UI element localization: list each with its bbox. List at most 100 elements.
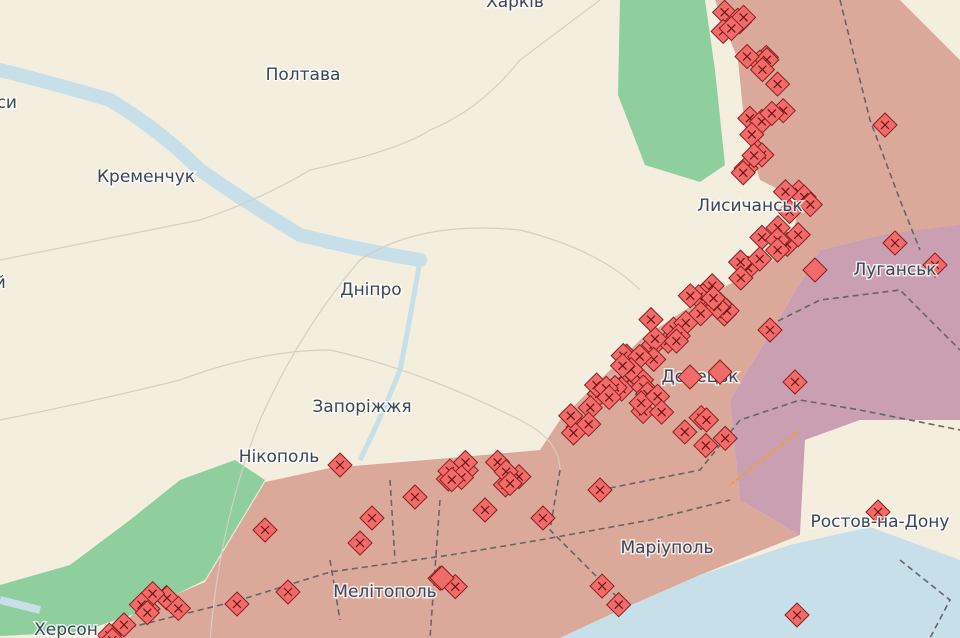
city-label: Полтава (266, 65, 341, 85)
city-label: Кременчук (97, 167, 195, 187)
event-marker (224, 591, 250, 617)
marker-cross (755, 254, 765, 264)
event-marker (327, 452, 353, 478)
marker-cross (119, 620, 129, 630)
green-area (618, 0, 725, 182)
event-marker (882, 230, 908, 256)
marker-cross (566, 411, 576, 421)
event-marker (693, 432, 719, 459)
russia (900, 0, 960, 60)
event-marker (605, 592, 632, 618)
marker-cross (148, 589, 158, 599)
marker-cross (757, 117, 767, 126)
marker-cross (653, 391, 663, 401)
marker-diamond (101, 627, 123, 638)
event-marker (575, 411, 602, 437)
marker-cross (685, 291, 695, 301)
marker-diamond (802, 257, 828, 283)
marker-cross (604, 393, 614, 402)
event-marker (728, 265, 754, 291)
marker-cross (173, 604, 183, 613)
event-marker (749, 56, 776, 83)
event-marker (472, 497, 498, 523)
marker-cross (614, 600, 624, 610)
marker-cross (636, 398, 646, 408)
river (0, 596, 41, 614)
marker-cross (461, 458, 470, 467)
sea (560, 527, 960, 638)
marker-cross (792, 610, 802, 620)
city-label: Луганськ (854, 260, 937, 280)
marker-cross (709, 293, 718, 303)
marker-cross (232, 599, 242, 609)
marker-cross (890, 238, 900, 248)
marker-cross (335, 460, 345, 470)
marker-cross (726, 24, 736, 33)
marker-cross (447, 475, 457, 485)
marker-cross (646, 315, 656, 325)
marker-cross (505, 479, 515, 488)
marker-cross (701, 441, 711, 450)
marker-cross (765, 325, 775, 335)
marker-cross (790, 377, 800, 387)
marker-cross (805, 200, 815, 210)
marker-diamond (429, 565, 455, 591)
green-area (0, 460, 265, 636)
event-marker (922, 252, 948, 278)
event-marker (712, 425, 738, 452)
event-marker (782, 369, 808, 395)
marker-cross (283, 587, 293, 597)
occupied-before-2022 (730, 225, 960, 535)
marker-diamond (677, 364, 703, 390)
city-label: Лисичанськ (697, 196, 802, 216)
marker-cross (671, 336, 681, 346)
marker-cross (702, 415, 711, 425)
city-label: Запоріжжя (312, 397, 411, 417)
marker-cross (355, 538, 365, 548)
road-highlight (729, 429, 801, 486)
event-marker (772, 179, 799, 205)
event-marker (757, 317, 783, 343)
markers (96, 0, 948, 638)
event-marker (638, 306, 664, 333)
event-marker (764, 71, 791, 97)
city-label: Мелітополь (333, 582, 436, 602)
city-label: Дніпро (340, 280, 401, 300)
marker-diamond (707, 359, 733, 385)
event-marker (587, 477, 613, 503)
marker-cross (757, 232, 767, 242)
event-marker (558, 403, 584, 429)
marker-cross (739, 12, 749, 22)
marker-cross (142, 608, 152, 618)
event-marker (402, 484, 428, 510)
event-marker (785, 222, 811, 248)
marker-cross (742, 52, 752, 61)
event-marker (730, 160, 756, 186)
event-marker (589, 573, 615, 599)
event-marker (275, 579, 301, 605)
event-marker (747, 246, 773, 272)
marker-cross (773, 79, 782, 89)
marker-cross (773, 245, 782, 255)
marker-cross (595, 485, 605, 495)
event-marker (111, 612, 137, 638)
city-label: Кропивницький (0, 273, 6, 293)
marker-cross (450, 582, 460, 592)
event-marker (872, 112, 898, 138)
event-marker (359, 505, 385, 531)
marker-cross (367, 513, 377, 523)
marker-cross (749, 151, 759, 160)
marker-cross (635, 352, 645, 361)
city-label: Херсон (34, 620, 98, 638)
event-marker (718, 15, 745, 42)
event-marker (693, 407, 720, 433)
event-marker (784, 602, 810, 628)
marker-cross (585, 403, 595, 413)
event-marker (700, 285, 727, 311)
marker-cross (680, 427, 690, 437)
event-marker (797, 191, 824, 218)
marker-cross (720, 7, 730, 17)
marker-cross (785, 207, 794, 216)
marker-cross (410, 492, 420, 502)
